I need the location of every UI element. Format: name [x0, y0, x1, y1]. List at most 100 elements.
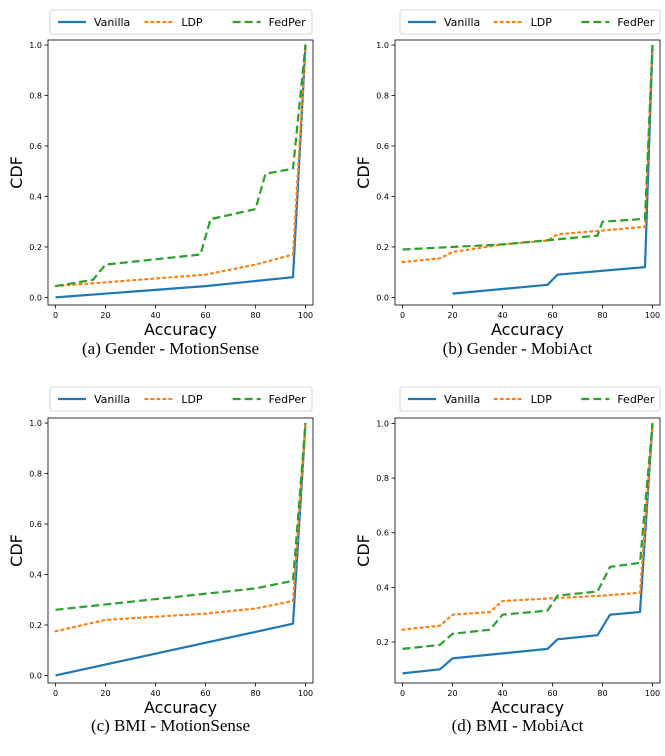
chart-panel-2: 0 20 40 60 80 100 0.0 0.2 0.4 0.6 0.8 1.0 Accuracy CD… — [354, 9, 661, 358]
x-tick-label: 60 — [547, 311, 557, 320]
legend: Vanilla LDP FedPer — [49, 386, 313, 412]
y-axis-label: CDF — [7, 534, 26, 567]
chart-panel-1: 0 20 40 60 80 100 0.0 0.2 0.4 0.6 0.8 1.0 Accuracy CD… — [7, 9, 314, 358]
x-tick-label: 0 — [400, 689, 405, 698]
legend-label-ldp: LDP — [181, 16, 203, 29]
series-line-vanilla — [55, 422, 307, 677]
x-axis-label: Accuracy — [491, 320, 564, 339]
y-tick-label: 0.2 — [376, 243, 389, 252]
x-tick-label: 20 — [100, 311, 110, 320]
legend-box — [399, 386, 661, 412]
plot-area — [47, 417, 314, 684]
legend: Vanilla LDP FedPer — [399, 386, 661, 412]
x-tick-label: 80 — [597, 311, 607, 320]
y-tick-label: 0.4 — [376, 583, 389, 592]
plot-area — [394, 39, 661, 306]
x-axis-label: Accuracy — [144, 698, 217, 717]
x-tick-label: 60 — [200, 689, 210, 698]
legend: Vanilla LDP FedPer — [49, 9, 313, 35]
series-line-fedper — [55, 422, 307, 611]
x-tick-label: 100 — [298, 311, 313, 320]
chart-panel-3: 0 20 40 60 80 100 0.0 0.2 0.4 0.6 0.8 1.0 Accuracy CD… — [7, 386, 314, 735]
y-tick-label: 1.0 — [376, 41, 389, 50]
y-tick-label: 0.2 — [29, 621, 42, 630]
chart-panel-4: 0 20 40 60 80 100 0.2 0.4 0.6 0.8 1.0 Accuracy CDF Va… — [354, 386, 661, 735]
x-tick-label: 0 — [53, 689, 58, 698]
x-tick-label: 20 — [100, 689, 110, 698]
legend-label-vanilla: Vanilla — [94, 393, 130, 406]
y-tick-label: 0.6 — [29, 142, 42, 151]
series-line-ldp — [54, 43, 307, 288]
y-axis-label: CDF — [7, 156, 26, 189]
series-line-ldp — [401, 422, 654, 631]
y-tick-label: 0.4 — [376, 192, 389, 201]
x-tick-label: 20 — [447, 311, 457, 320]
y-tick-label: 0.6 — [376, 142, 389, 151]
legend-label-ldp: LDP — [181, 393, 203, 406]
y-tick-label: 0.2 — [376, 638, 389, 647]
y-tick-label: 1.0 — [29, 41, 42, 50]
legend-label-fedper: FedPer — [269, 393, 306, 406]
legend-box — [49, 9, 313, 35]
y-axis-label: CDF — [354, 156, 373, 189]
panel-caption: (c) BMI - MotionSense — [91, 716, 250, 735]
legend-label-fedper: FedPer — [617, 16, 654, 29]
series-line-fedper — [402, 44, 654, 251]
x-tick-label: 100 — [645, 689, 660, 698]
series-line-ldp — [401, 43, 654, 264]
legend-label-vanilla: Vanilla — [444, 16, 480, 29]
x-tick-label: 100 — [298, 689, 313, 698]
legend-label-ldp: LDP — [531, 16, 553, 29]
y-tick-label: 0.0 — [29, 293, 42, 302]
legend: Vanilla LDP FedPer — [399, 9, 661, 35]
x-tick-label: 40 — [150, 689, 160, 698]
x-tick-label: 0 — [400, 311, 405, 320]
series-line-ldp — [54, 421, 307, 633]
x-tick-label: 40 — [150, 311, 160, 320]
y-tick-label: 0.8 — [376, 474, 389, 483]
x-tick-label: 100 — [645, 311, 660, 320]
x-tick-label: 60 — [547, 689, 557, 698]
y-tick-label: 1.0 — [376, 419, 389, 428]
y-tick-label: 0.0 — [376, 293, 389, 302]
x-tick-label: 20 — [447, 689, 457, 698]
x-tick-label: 80 — [250, 689, 260, 698]
y-tick-label: 1.0 — [29, 419, 42, 428]
series-line-vanilla — [452, 44, 654, 295]
y-tick-label: 0.2 — [29, 243, 42, 252]
series-line-fedper — [55, 44, 307, 288]
legend-label-vanilla: Vanilla — [94, 16, 130, 29]
x-tick-label: 80 — [597, 689, 607, 698]
y-tick-label: 0.6 — [29, 520, 42, 529]
panel-caption: (b) Gender - MobiAct — [443, 339, 593, 358]
series-line-fedper — [402, 423, 654, 650]
legend-label-vanilla: Vanilla — [444, 393, 480, 406]
x-tick-label: 60 — [200, 311, 210, 320]
y-tick-label: 0.6 — [376, 529, 389, 538]
legend-label-fedper: FedPer — [617, 393, 654, 406]
y-tick-label: 0.4 — [29, 570, 42, 579]
y-tick-label: 0.8 — [29, 92, 42, 101]
legend-label-fedper: FedPer — [269, 16, 306, 29]
x-axis-label: Accuracy — [144, 320, 217, 339]
y-tick-label: 0.0 — [29, 671, 42, 680]
series-line-vanilla — [55, 44, 307, 299]
legend-box — [399, 9, 661, 35]
x-tick-label: 0 — [53, 311, 58, 320]
legend-label-ldp: LDP — [531, 393, 553, 406]
y-axis-label: CDF — [354, 534, 373, 567]
panel-caption: (d) BMI - MobiAct — [452, 716, 584, 735]
x-tick-label: 40 — [497, 689, 507, 698]
legend-box — [49, 386, 313, 412]
plot-area — [394, 417, 661, 684]
x-tick-label: 80 — [250, 311, 260, 320]
x-tick-label: 40 — [497, 311, 507, 320]
plot-area — [47, 39, 314, 306]
panel-caption: (a) Gender - MotionSense — [82, 339, 259, 358]
series-line-vanilla — [402, 423, 654, 675]
x-axis-label: Accuracy — [491, 698, 564, 717]
y-tick-label: 0.8 — [376, 92, 389, 101]
y-tick-label: 0.4 — [29, 192, 42, 201]
y-tick-label: 0.8 — [29, 470, 42, 479]
